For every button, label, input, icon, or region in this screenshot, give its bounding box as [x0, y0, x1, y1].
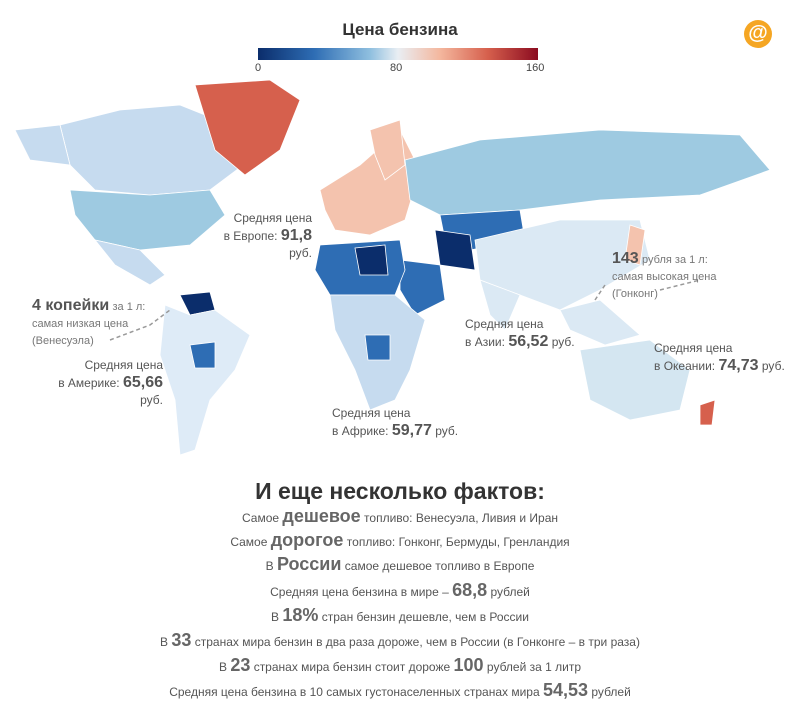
- hongkong-leader-line: [594, 279, 701, 301]
- region-se-asia: [559, 299, 641, 346]
- brand-logo: @: [744, 20, 772, 48]
- region-australia: [579, 339, 691, 421]
- fact-twice-expensive: В 33 странах мира бензин в два раза доро…: [160, 630, 640, 650]
- region-south-america: [159, 304, 251, 456]
- region-libya: [354, 244, 389, 276]
- region-angola: [364, 334, 391, 361]
- africa-price-label: Средняя цена в Африке: 59,77 руб.: [332, 406, 459, 439]
- fact-most-expensive: Самое дорогое топливо: Гонконг, Бермуды,…: [230, 530, 570, 550]
- region-europe: [319, 129, 421, 236]
- scale-mid-label: 80: [390, 62, 403, 74]
- region-scandinavia: [369, 119, 406, 181]
- scale-max-label: 160: [526, 62, 545, 74]
- fact-cheaper-than-russia: В 18% стран бензин дешевле, чем в России: [271, 605, 529, 625]
- fact-world-average: Средняя цена бензина в мире – 68,8 рубле…: [270, 580, 530, 600]
- hongkong-max-label: 143 рубля за 1 л: самая высокая цена (Го…: [612, 250, 717, 300]
- region-arabia: [399, 259, 446, 316]
- world-map: [14, 79, 771, 456]
- region-japan: [624, 224, 646, 266]
- region-bolivia: [189, 341, 216, 369]
- fact-populous-countries: Средняя цена бензина в 10 самых густонас…: [169, 680, 631, 700]
- europe-price-label: Средняя цена в Европе: 91,8 руб.: [223, 211, 312, 260]
- fact-over-100-rubles: В 23 странах мира бензин стоит дороже 10…: [218, 655, 582, 675]
- scale-min-label: 0: [255, 62, 262, 74]
- region-usa: [69, 189, 226, 251]
- oceania-price-label: Средняя цена в Океании: 74,73 руб.: [654, 341, 785, 374]
- map-title: Цена бензина: [342, 20, 458, 39]
- region-india: [479, 279, 521, 331]
- venezuela-min-label: 4 копейки за 1 л: самая низкая цена (Вен…: [32, 297, 146, 347]
- region-greenland: [194, 79, 301, 176]
- america-price-label: Средняя цена в Америке: 65,66 руб.: [58, 358, 163, 407]
- region-iran: [434, 229, 476, 271]
- asia-price-label: Средняя цена в Азии: 56,52 руб.: [465, 317, 575, 350]
- region-alaska: [14, 124, 71, 166]
- region-mexico: [93, 239, 166, 286]
- fact-cheapest: Самое дешевое топливо: Венесуэла, Ливия …: [241, 506, 559, 526]
- region-new-zealand: [699, 399, 716, 426]
- fact-russia: В России самое дешевое топливо в Европе: [265, 554, 535, 574]
- venezuela-leader-line: [109, 309, 171, 341]
- color-scale-bar: [258, 48, 538, 60]
- facts-title: И еще несколько фактов:: [255, 478, 545, 504]
- region-russia: [404, 129, 771, 216]
- region-canada: [59, 104, 251, 196]
